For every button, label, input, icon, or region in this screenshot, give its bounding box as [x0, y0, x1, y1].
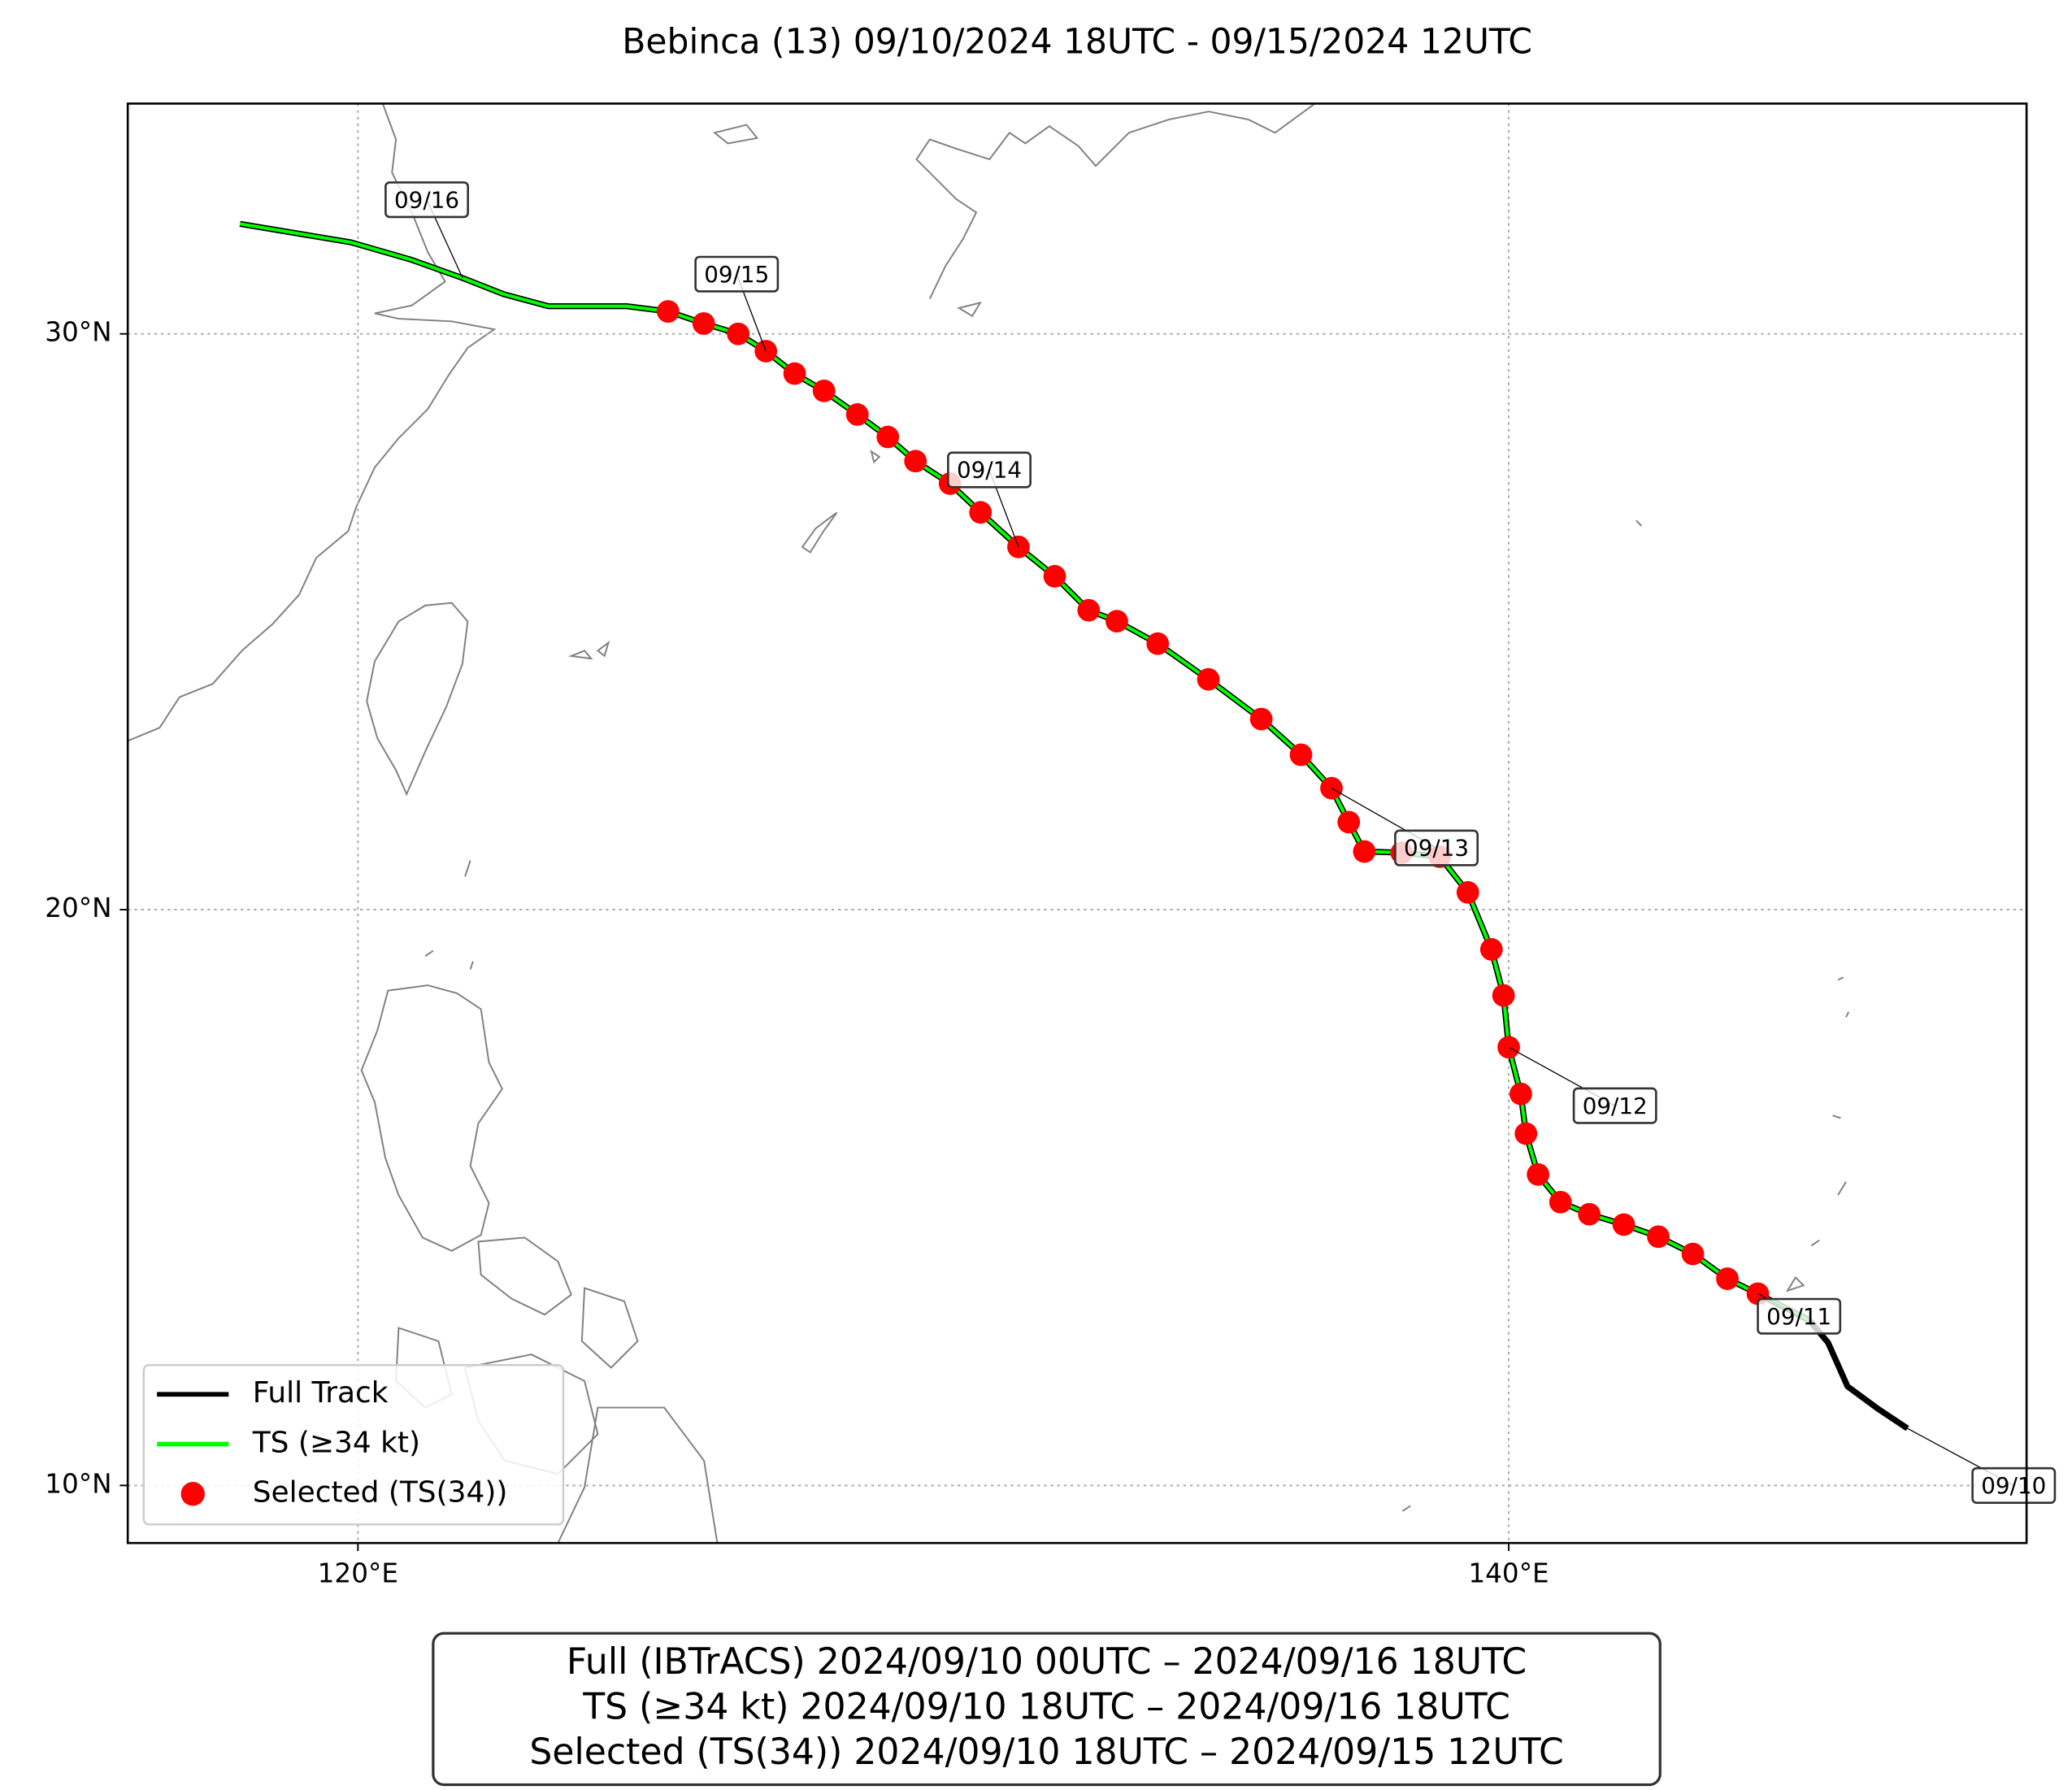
tracks — [239, 220, 1909, 1432]
selected-point — [904, 450, 927, 473]
coastline — [366, 602, 469, 797]
selected-point — [1514, 1122, 1538, 1145]
info-line: Selected (TS(34)) 2024/09/10 18UTC – 202… — [529, 1731, 1563, 1773]
x-tick-label: 140°E — [1468, 1558, 1549, 1588]
selected-point — [1337, 810, 1361, 834]
legend: Full Track TS (≥34 kt) Selected (TS(34)) — [142, 1364, 565, 1526]
annotation-label: 09/11 — [1766, 1303, 1831, 1330]
legend-label: Selected (TS(34)) — [253, 1476, 508, 1510]
coastlines — [128, 103, 1850, 1544]
legend-label: TS (≥34 kt) — [252, 1426, 420, 1459]
annotation-box — [1394, 829, 1479, 867]
selected-point — [1527, 1162, 1550, 1186]
selected-point — [1146, 632, 1170, 655]
selected-point — [1612, 1213, 1635, 1236]
annotation-label: 09/15 — [704, 261, 769, 288]
selected-point — [812, 379, 836, 402]
grid: 120°E 140°E 10°N 20°N 30°N — [45, 103, 2027, 1588]
annotation-label: 09/13 — [1404, 835, 1469, 862]
legend-swatch — [180, 1482, 205, 1506]
track-line — [239, 222, 1810, 1322]
selected-point — [1578, 1202, 1601, 1226]
selected-point — [1249, 707, 1273, 731]
selected-point — [1197, 667, 1220, 691]
annotation-label: 09/12 — [1583, 1093, 1648, 1119]
annotation-box — [384, 181, 469, 219]
selected-point — [969, 501, 993, 524]
selected-point — [1497, 1036, 1520, 1059]
selected-point — [783, 362, 806, 385]
selected-point — [1681, 1242, 1705, 1266]
selected-point — [656, 300, 680, 323]
selected-point — [1289, 743, 1313, 767]
selected-point — [692, 312, 715, 335]
annotation-box — [1971, 1466, 2057, 1504]
y-tick-label: 10°N — [45, 1468, 111, 1499]
annotation-box — [1572, 1087, 1657, 1124]
selected-point — [1106, 610, 1128, 633]
selected-point — [1509, 1082, 1532, 1106]
annotations: 09/10 09/11 09/12 09/13 09/14 09/15 09/16 — [384, 181, 2057, 1504]
info-line: Full (IBTrACS) 2024/09/10 00UTC – 2024/0… — [567, 1641, 1527, 1683]
selected-point — [1492, 984, 1515, 1007]
annotation-label: 09/16 — [394, 186, 459, 213]
coastline — [128, 103, 497, 742]
selected-point — [727, 322, 750, 345]
selected-point — [1456, 880, 1479, 904]
selected-point — [1716, 1267, 1739, 1290]
annotation-box — [1757, 1297, 1842, 1335]
selected-point — [1479, 938, 1503, 961]
legend-frame — [142, 1364, 565, 1526]
selected-point — [1647, 1225, 1670, 1249]
selected-point — [845, 403, 869, 426]
legend-label: Full Track — [253, 1376, 389, 1410]
selected-point — [1077, 598, 1101, 622]
selected-point — [1043, 565, 1066, 588]
info-frame — [432, 1631, 1662, 1787]
coastline — [360, 984, 503, 1252]
x-tick-label: 120°E — [318, 1558, 398, 1588]
y-tick-label: 30°N — [45, 317, 111, 348]
annotation-box — [694, 255, 780, 293]
annotation-label: 09/10 — [1981, 1472, 2046, 1499]
selected-point — [1549, 1190, 1572, 1214]
y-tick-label: 20°N — [45, 893, 111, 923]
annotation-box — [947, 451, 1032, 489]
chart-title: Bebinca (13) 09/10/2024 18UTC - 09/15/20… — [622, 22, 1532, 62]
info-box: Full (IBTrACS) 2024/09/10 00UTC – 2024/0… — [432, 1631, 1662, 1787]
selected-point — [1007, 535, 1030, 558]
annotation-label: 09/14 — [957, 457, 1022, 484]
selected-point — [1353, 840, 1376, 863]
plot-frame — [126, 102, 2028, 1545]
coastline — [424, 124, 1850, 1512]
coastline — [915, 103, 1316, 299]
selected-point — [876, 425, 900, 449]
coastline — [395, 1236, 719, 1544]
info-line: TS (≥34 kt) 2024/09/10 18UTC – 2024/09/1… — [582, 1686, 1510, 1727]
